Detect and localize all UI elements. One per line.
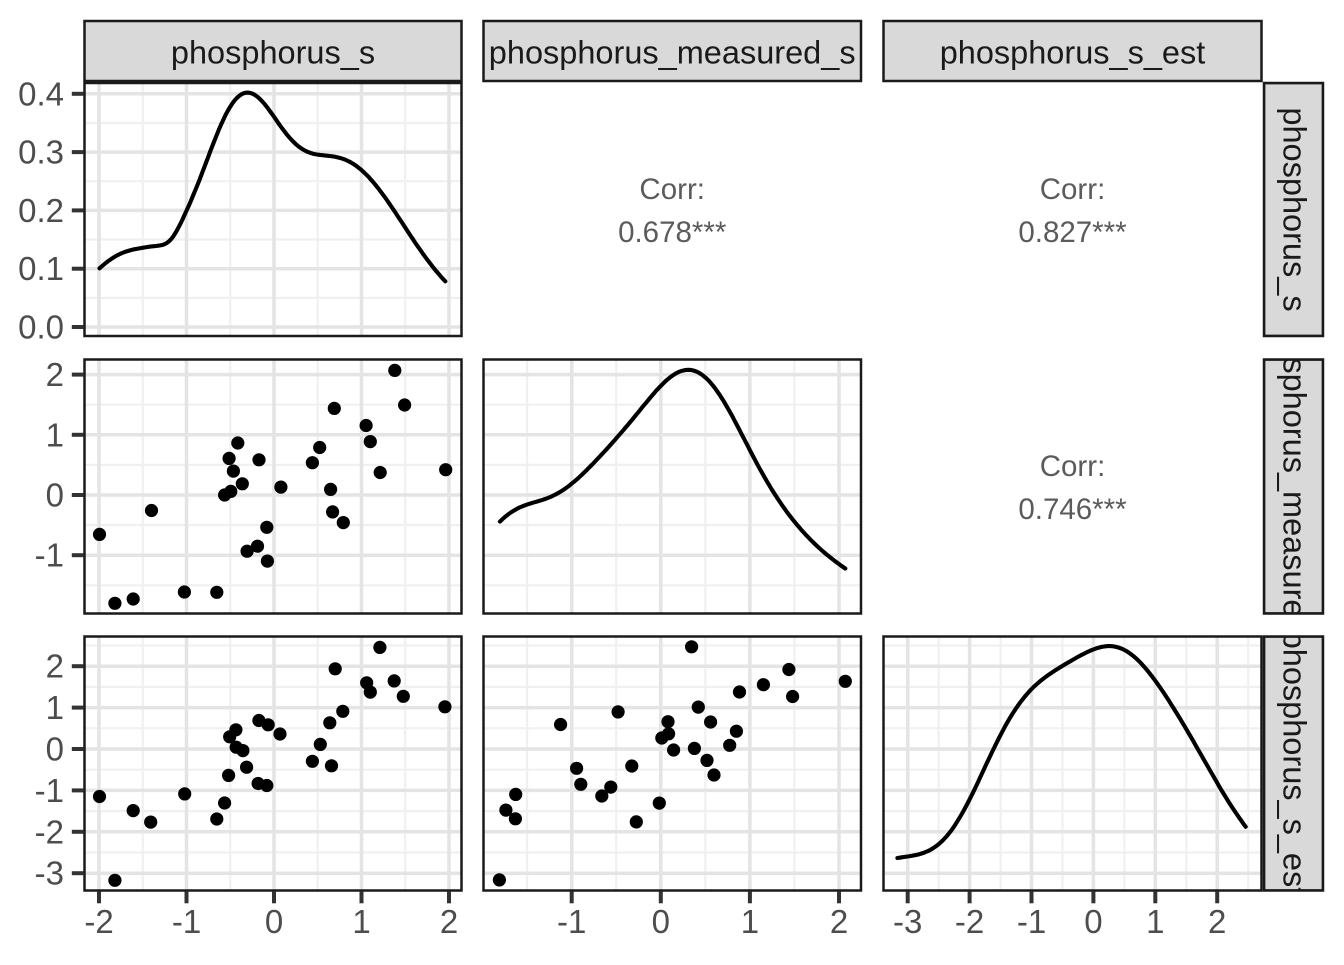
svg-text:0.2: 0.2 <box>18 192 64 229</box>
svg-text:-3: -3 <box>893 903 922 940</box>
svg-text:phosphorus_s: phosphorus_s <box>171 35 375 71</box>
svg-text:phosphorus_s_est: phosphorus_s_est <box>940 35 1206 71</box>
svg-text:0.746***: 0.746*** <box>1018 493 1127 526</box>
svg-text:-1: -1 <box>1017 903 1046 940</box>
svg-text:0: 0 <box>652 903 670 940</box>
svg-text:phosphorus_s: phosphorus_s <box>1277 107 1313 311</box>
svg-text:2: 2 <box>440 903 458 940</box>
svg-text:2: 2 <box>46 648 64 685</box>
svg-text:2: 2 <box>46 356 64 393</box>
svg-text:0.4: 0.4 <box>18 75 64 112</box>
svg-text:phosphorus_measured_s: phosphorus_measured_s <box>489 35 856 71</box>
svg-text:2: 2 <box>1208 903 1226 940</box>
svg-text:0: 0 <box>46 477 64 514</box>
svg-text:Corr:: Corr: <box>1040 173 1106 206</box>
svg-text:-2: -2 <box>955 903 984 940</box>
svg-text:0.678***: 0.678*** <box>618 216 727 249</box>
svg-text:1: 1 <box>741 903 759 940</box>
svg-text:Corr:: Corr: <box>639 173 705 206</box>
svg-text:0.1: 0.1 <box>18 250 64 287</box>
svg-text:1: 1 <box>352 903 370 940</box>
svg-text:1: 1 <box>46 689 64 726</box>
svg-text:0: 0 <box>46 731 64 768</box>
svg-text:0.0: 0.0 <box>18 309 64 346</box>
svg-text:0.3: 0.3 <box>18 134 64 171</box>
svg-text:Corr:: Corr: <box>1040 450 1106 483</box>
svg-text:0: 0 <box>1084 903 1102 940</box>
svg-text:-1: -1 <box>557 903 586 940</box>
svg-text:phosphorus_s_est: phosphorus_s_est <box>1277 631 1313 897</box>
svg-text:1: 1 <box>46 416 64 453</box>
svg-text:2: 2 <box>830 903 848 940</box>
svg-text:0.827***: 0.827*** <box>1018 216 1127 249</box>
svg-text:-2: -2 <box>84 903 113 940</box>
svg-text:-1: -1 <box>35 772 64 809</box>
svg-text:0: 0 <box>265 903 283 940</box>
svg-text:-2: -2 <box>35 813 64 850</box>
svg-text:-1: -1 <box>35 537 64 574</box>
svg-text:-1: -1 <box>172 903 201 940</box>
svg-text:1: 1 <box>1146 903 1164 940</box>
svg-text:-3: -3 <box>35 855 64 892</box>
svg-text:phosphorus_measured_s: phosphorus_measured_s <box>1277 303 1313 670</box>
